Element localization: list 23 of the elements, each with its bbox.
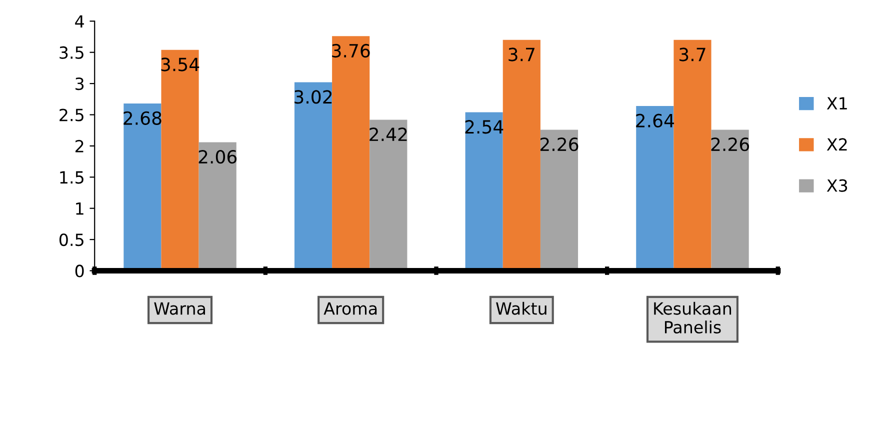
data-label: 3.7 (680, 48, 706, 62)
legend-label: X1 (826, 97, 847, 110)
y-tick-label: 0 (75, 264, 84, 278)
data-label: 3.7 (508, 48, 534, 62)
y-tick-label: 3 (76, 78, 84, 90)
legend-label: X3 (826, 179, 848, 192)
y-tick-label: 1.5 (60, 171, 84, 184)
data-label: 2.06 (198, 150, 237, 164)
data-label: 2.26 (711, 138, 750, 152)
x-tick-label: Aroma (324, 302, 377, 315)
x-tick-label: Warna (154, 302, 205, 315)
y-tick-label: 2.5 (60, 108, 84, 122)
data-label: 2.42 (370, 128, 407, 141)
x-tick-label: Waktu (496, 302, 546, 315)
legend-label: X2 (826, 138, 847, 151)
y-tick-label: 2 (76, 140, 84, 152)
x-tick-label: Kesukaan Panelis (654, 302, 732, 334)
data-label: 2.26 (540, 138, 578, 152)
y-tick-label: 0.5 (59, 233, 84, 246)
data-label: 3.02 (294, 90, 332, 104)
y-tick-label: 3.5 (60, 46, 84, 59)
y-tick-label: 1 (76, 202, 84, 215)
y-tick-label: 4 (75, 15, 84, 28)
